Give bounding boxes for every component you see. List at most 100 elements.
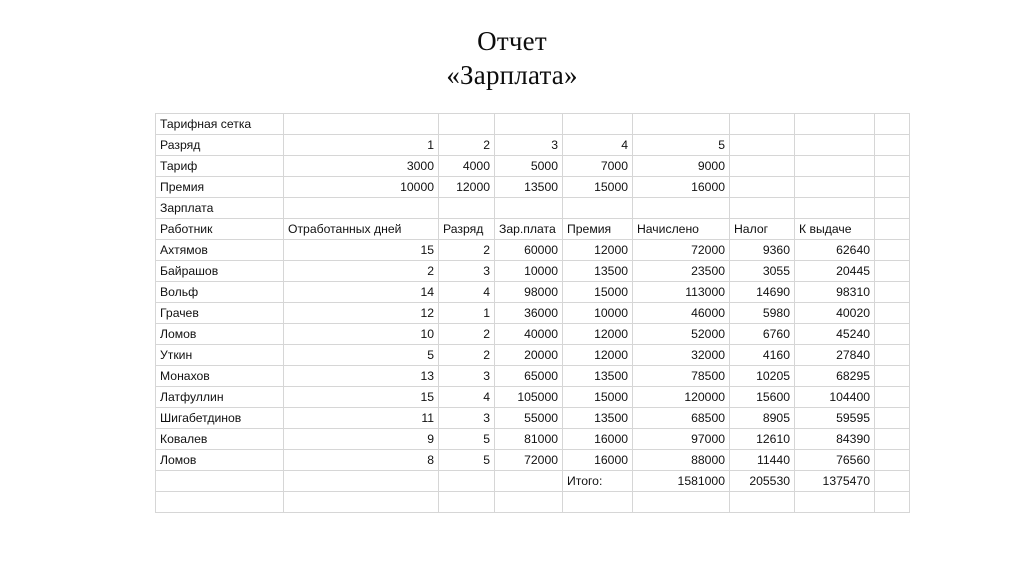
cell-payout: 104400 (794, 386, 875, 408)
report-title-line-2: «Зарплата» (446, 60, 578, 90)
cell-pay: 55000 (494, 407, 563, 429)
cell-rank: 5 (438, 449, 495, 471)
cell-accrued: 68500 (632, 407, 730, 429)
tariff-value: 1 (283, 134, 439, 156)
totals-accrued: 1581000 (632, 470, 730, 492)
cell-pay: 72000 (494, 449, 563, 471)
empty-cell (794, 134, 875, 156)
table-row: Грачев 12 1 36000 10000 46000 5980 40020 (155, 302, 910, 324)
cell-pay: 20000 (494, 344, 563, 366)
cell-bonus: 15000 (562, 281, 633, 303)
empty-cell (874, 323, 910, 345)
cell-days: 8 (283, 449, 439, 471)
empty-cell (632, 197, 730, 219)
tariff-row-label: Тариф (155, 155, 284, 177)
tariff-value: 13500 (494, 176, 563, 198)
cell-tax: 9360 (729, 239, 795, 261)
empty-cell (874, 134, 910, 156)
table-row: Ломов 10 2 40000 12000 52000 6760 45240 (155, 323, 910, 345)
cell-tax: 14690 (729, 281, 795, 303)
cell-pay: 98000 (494, 281, 563, 303)
cell-pay: 60000 (494, 239, 563, 261)
cell-rank: 4 (438, 281, 495, 303)
tariff-value: 15000 (562, 176, 633, 198)
empty-cell (794, 197, 875, 219)
tariff-value: 5 (632, 134, 730, 156)
cell-name: Грачев (155, 302, 284, 324)
empty-cell (562, 197, 633, 219)
cell-name: Уткин (155, 344, 284, 366)
column-header-rank: Разряд (438, 218, 495, 240)
cell-tax: 4160 (729, 344, 795, 366)
cell-rank: 4 (438, 386, 495, 408)
cell-tax: 12610 (729, 428, 795, 450)
empty-cell (874, 449, 910, 471)
empty-cell (562, 491, 633, 513)
tariff-row-rate: Тариф 3000 4000 5000 7000 9000 (155, 155, 910, 177)
cell-rank: 3 (438, 365, 495, 387)
empty-cell (874, 491, 910, 513)
empty-cell (874, 218, 910, 240)
tariff-row-label: Премия (155, 176, 284, 198)
empty-cell (874, 197, 910, 219)
cell-days: 12 (283, 302, 439, 324)
empty-cell (874, 302, 910, 324)
cell-rank: 1 (438, 302, 495, 324)
table-row: Уткин 5 2 20000 12000 32000 4160 27840 (155, 344, 910, 366)
column-header-pay: Зар.плата (494, 218, 563, 240)
totals-payout: 1375470 (794, 470, 875, 492)
column-header-days: Отработанных дней (283, 218, 439, 240)
cell-days: 13 (283, 365, 439, 387)
empty-cell (283, 113, 439, 135)
table-row: Ломов 8 5 72000 16000 88000 11440 76560 (155, 449, 910, 471)
report-title-line-1: Отчет (477, 26, 547, 56)
cell-rank: 2 (438, 323, 495, 345)
empty-cell (874, 113, 910, 135)
totals-tax: 205530 (729, 470, 795, 492)
table-row: Латфуллин 15 4 105000 15000 120000 15600… (155, 386, 910, 408)
cell-payout: 76560 (794, 449, 875, 471)
tariff-value: 5000 (494, 155, 563, 177)
cell-bonus: 13500 (562, 260, 633, 282)
cell-payout: 98310 (794, 281, 875, 303)
column-header-accrued: Начислено (632, 218, 730, 240)
cell-name: Байрашов (155, 260, 284, 282)
cell-payout: 84390 (794, 428, 875, 450)
cell-bonus: 15000 (562, 386, 633, 408)
empty-cell (155, 470, 284, 492)
cell-pay: 36000 (494, 302, 563, 324)
empty-cell (874, 155, 910, 177)
cell-days: 15 (283, 386, 439, 408)
empty-cell (494, 197, 563, 219)
tariff-value: 12000 (438, 176, 495, 198)
table-row: Ковалев 9 5 81000 16000 97000 12610 8439… (155, 428, 910, 450)
empty-cell (729, 113, 795, 135)
cell-rank: 5 (438, 428, 495, 450)
cell-tax: 15600 (729, 386, 795, 408)
empty-cell (874, 239, 910, 261)
cell-days: 2 (283, 260, 439, 282)
cell-accrued: 120000 (632, 386, 730, 408)
tariff-value: 2 (438, 134, 495, 156)
empty-cell (438, 470, 495, 492)
empty-cell (494, 113, 563, 135)
empty-cell (729, 134, 795, 156)
cell-name: Ковалев (155, 428, 284, 450)
empty-cell (283, 470, 439, 492)
cell-bonus: 12000 (562, 344, 633, 366)
cell-days: 14 (283, 281, 439, 303)
table-row: Монахов 13 3 65000 13500 78500 10205 682… (155, 365, 910, 387)
table-row: Вольф 14 4 98000 15000 113000 14690 9831… (155, 281, 910, 303)
cell-bonus: 10000 (562, 302, 633, 324)
tariff-row-bonus: Премия 10000 12000 13500 15000 16000 (155, 176, 910, 198)
totals-label: Итого: (562, 470, 633, 492)
cell-payout: 68295 (794, 365, 875, 387)
column-header-payout: К выдаче (794, 218, 875, 240)
salary-sheet: Тарифная сетка Разряд 1 2 3 4 5 (155, 113, 910, 513)
tariff-value: 10000 (283, 176, 439, 198)
cell-accrued: 88000 (632, 449, 730, 471)
tariff-value: 16000 (632, 176, 730, 198)
cell-rank: 2 (438, 239, 495, 261)
cell-bonus: 13500 (562, 407, 633, 429)
empty-cell (729, 197, 795, 219)
